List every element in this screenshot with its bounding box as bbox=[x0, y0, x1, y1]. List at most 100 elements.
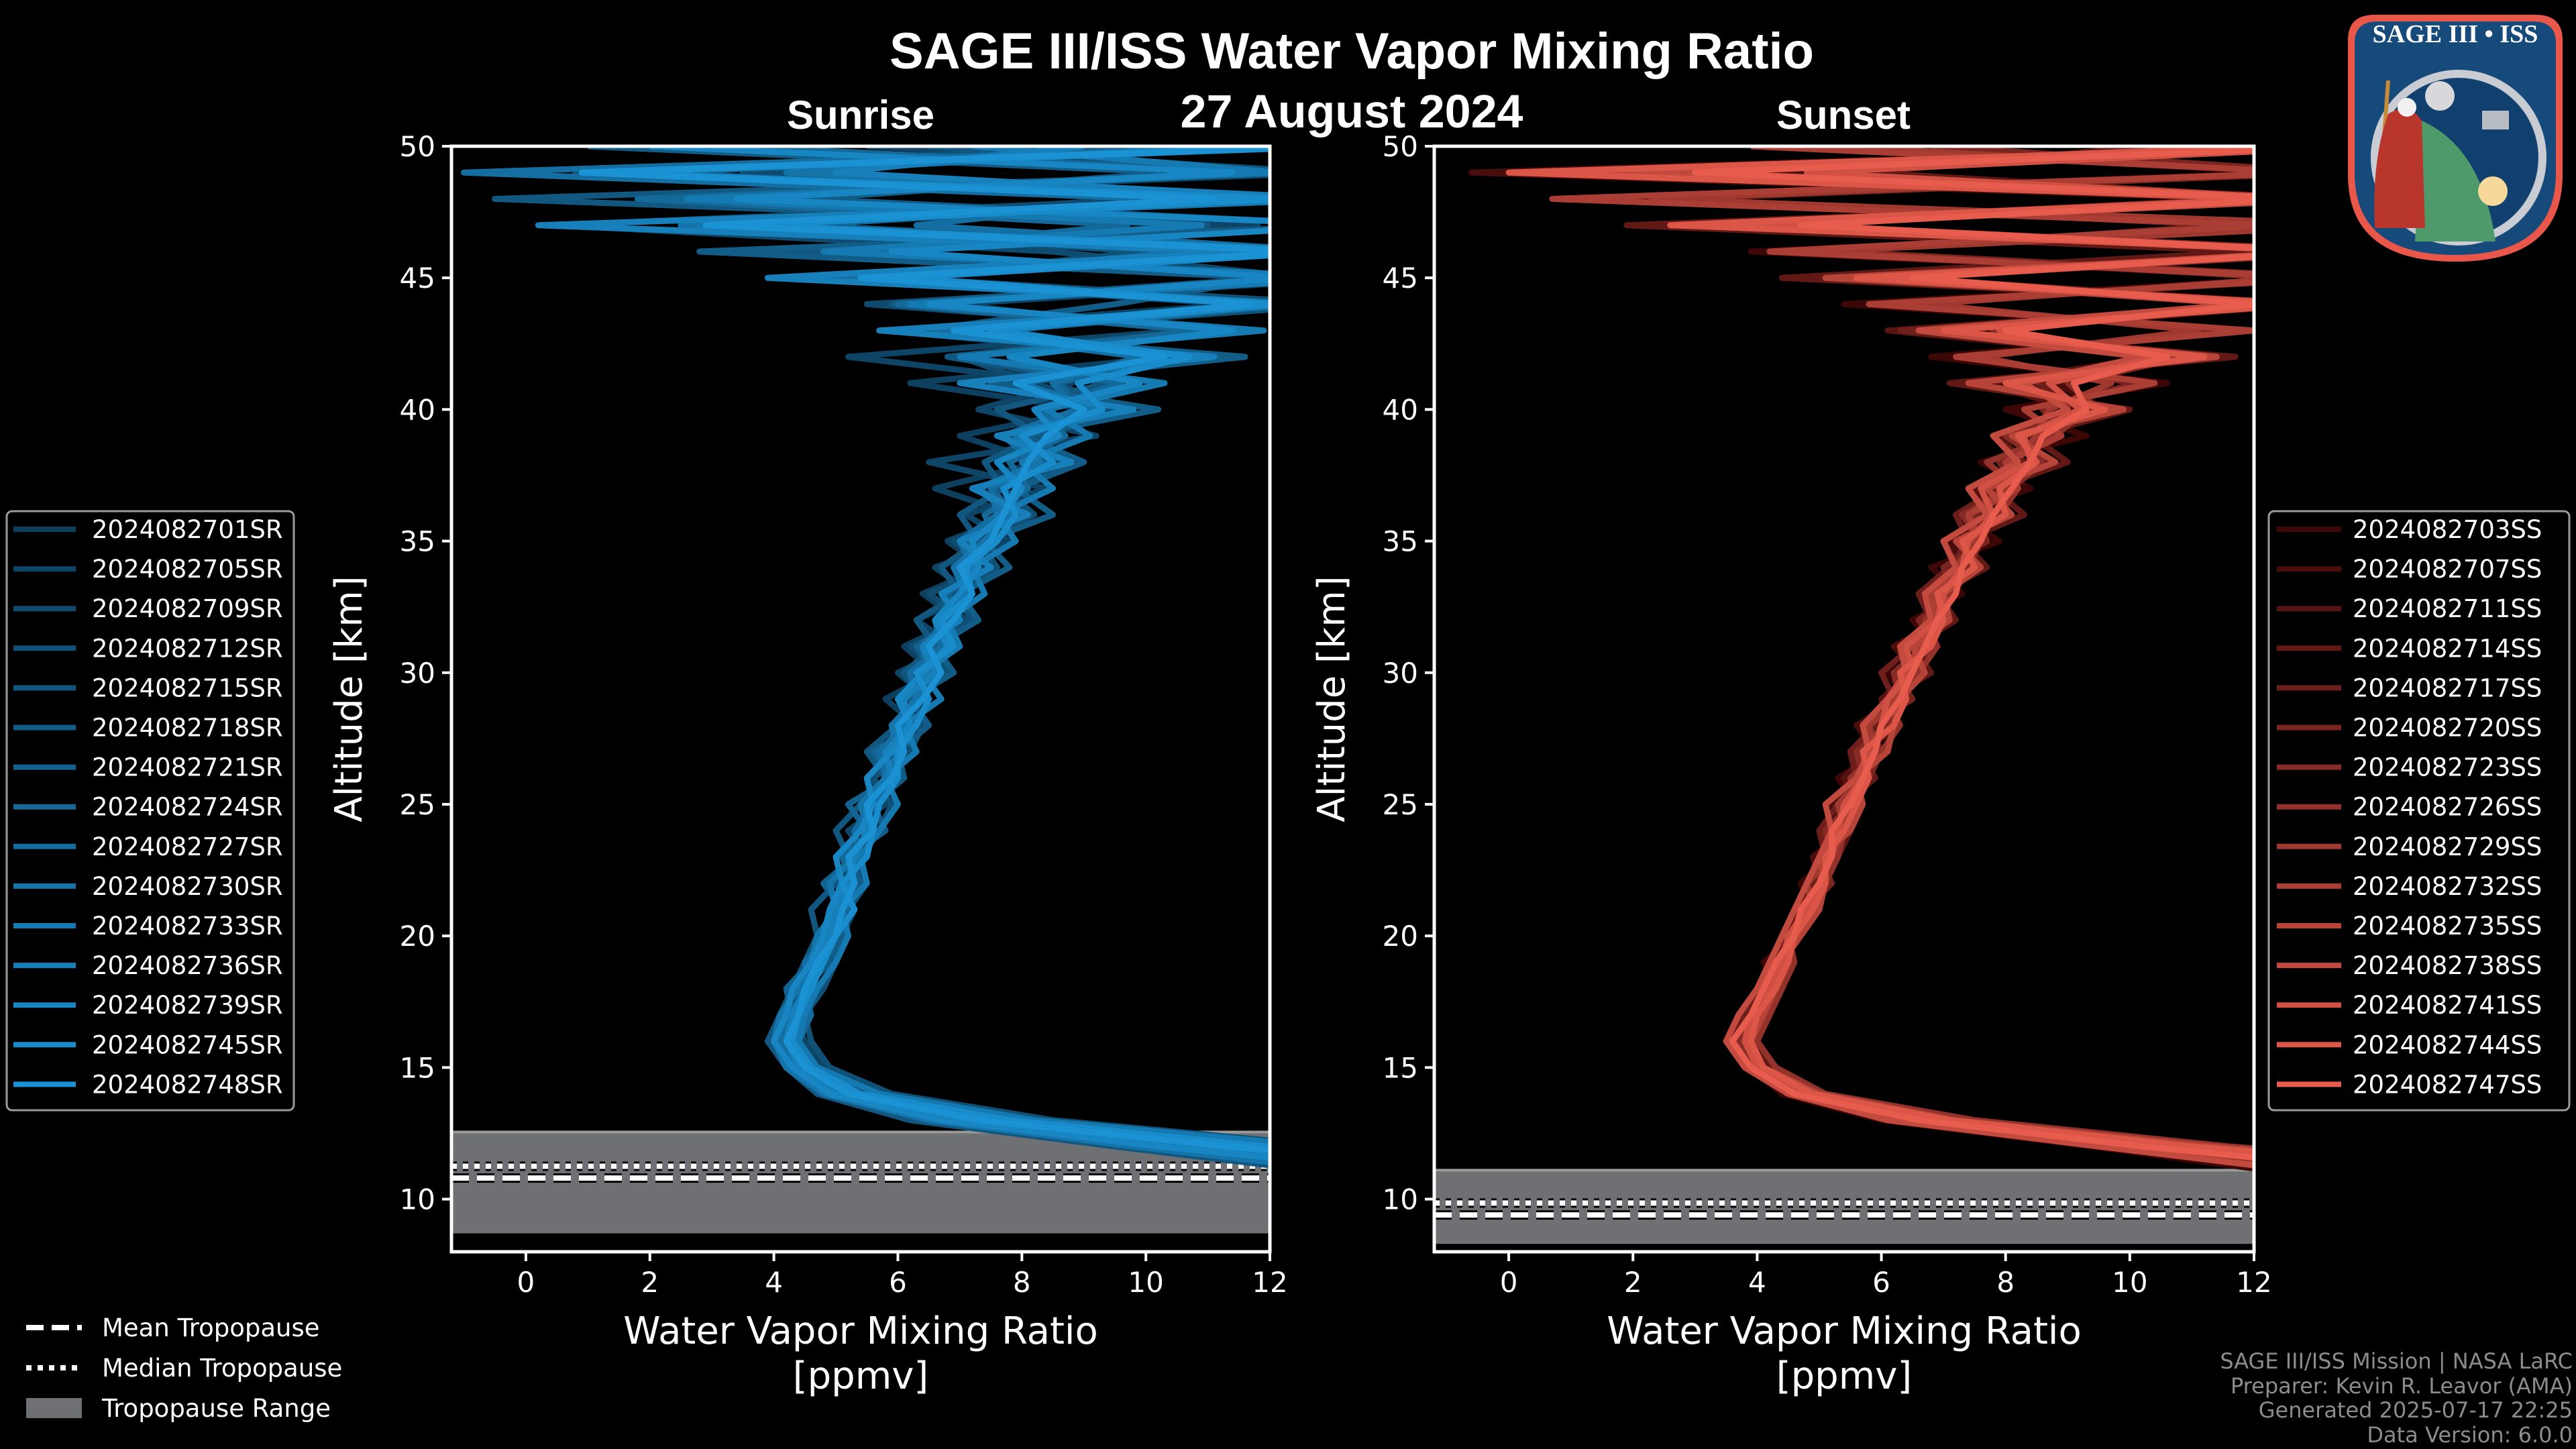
median-tropopause-label: Median Tropopause bbox=[102, 1354, 342, 1383]
legend-label: 2024082724SR bbox=[92, 793, 283, 822]
legend-label: 2024082709SR bbox=[92, 594, 283, 623]
x-tick-label: 12 bbox=[1252, 1266, 1287, 1299]
mean-tropopause-label: Mean Tropopause bbox=[102, 1313, 320, 1342]
legend-label: 2024082748SR bbox=[92, 1070, 283, 1099]
legend-label: 2024082714SS bbox=[2353, 634, 2542, 663]
legend-label: 2024082720SS bbox=[2353, 714, 2542, 743]
profile-line-2024082747SS bbox=[1692, 147, 2254, 1161]
axes-frame bbox=[449, 144, 1272, 1254]
tropopause-range-band bbox=[1434, 1170, 2254, 1244]
credit-generated: Generated 2025-07-17 22:25 bbox=[2259, 1397, 2573, 1423]
legend-label: 2024082705SR bbox=[92, 555, 283, 584]
sunset-subtitle: Sunset bbox=[1776, 93, 1911, 138]
y-tick-label: 25 bbox=[1383, 788, 1418, 821]
legend-label: 2024082747SS bbox=[2353, 1070, 2542, 1099]
plot-background bbox=[451, 146, 1270, 1252]
legend-label: 2024082745SR bbox=[92, 1030, 283, 1059]
tropopause-legend: Mean Tropopause Median Tropopause Tropop… bbox=[26, 1313, 342, 1423]
sunrise-legend-frame bbox=[5, 510, 295, 1112]
y-tick-label: 30 bbox=[1383, 657, 1418, 690]
figure-title: SAGE III/ISS Water Vapor Mixing Ratio bbox=[890, 23, 1814, 80]
x-tick-label: 4 bbox=[1748, 1266, 1766, 1299]
sunset-plot: 0 2 4 6 8 10 12 10 15 20 25 30 35 40 45 50 Water Vapor M… bbox=[1310, 130, 2272, 1398]
legend-label: 2024082723SS bbox=[2353, 753, 2542, 782]
plot-area bbox=[1434, 146, 2254, 1252]
plot-area bbox=[451, 146, 1270, 1252]
sunrise-subtitle: Sunrise bbox=[787, 93, 934, 138]
x-tick-label: 0 bbox=[1500, 1266, 1518, 1299]
y-axis-label: Altitude [km] bbox=[327, 576, 371, 822]
y-tick-label: 25 bbox=[400, 788, 435, 821]
y-tick-label: 45 bbox=[1383, 262, 1418, 294]
x-tick-label: 8 bbox=[1013, 1266, 1031, 1299]
x-axis-unit: [ppmv] bbox=[1776, 1354, 1912, 1398]
profile-line-2024082748SR bbox=[578, 146, 1270, 1154]
legend-label: 2024082717SS bbox=[2353, 674, 2542, 702]
legend-label: 2024082732SS bbox=[2353, 872, 2542, 901]
profile-line-2024082739SR bbox=[649, 146, 1270, 1161]
figure-date: 27 August 2024 bbox=[1181, 85, 1523, 138]
legend-label: 2024082729SS bbox=[2353, 833, 2542, 861]
credit-mission: SAGE III/ISS Mission | NASA LaRC bbox=[2220, 1348, 2573, 1374]
legend-label: 2024082739SR bbox=[92, 991, 283, 1020]
x-tick-label: 8 bbox=[1996, 1266, 2015, 1299]
legend-label: 2024082712SR bbox=[92, 634, 283, 663]
x-tick-label: 6 bbox=[889, 1266, 907, 1299]
x-tick-label: 10 bbox=[2112, 1266, 2147, 1299]
legend-label: 2024082733SR bbox=[92, 912, 283, 941]
y-tick-label: 50 bbox=[1383, 130, 1418, 163]
y-tick-label: 10 bbox=[400, 1183, 435, 1216]
iss-icon bbox=[2482, 111, 2509, 129]
y-tick-label: 30 bbox=[400, 657, 435, 690]
legend-label: 2024082701SR bbox=[92, 515, 283, 544]
x-tick-label: 10 bbox=[1128, 1266, 1163, 1299]
axes-frame bbox=[1432, 144, 2256, 1254]
y-tick-label: 35 bbox=[1383, 525, 1418, 558]
y-tick-label: 40 bbox=[1383, 393, 1418, 426]
sunrise-legend: 2024082701SR 2024082705SR 2024082709SR 2024… bbox=[5, 510, 295, 1112]
tropopause-range-label: Tropopause Range bbox=[101, 1394, 331, 1423]
x-tick-label: 4 bbox=[765, 1266, 783, 1299]
sunset-legend-frame bbox=[2267, 510, 2571, 1112]
y-tick-label: 45 bbox=[400, 262, 435, 294]
sage-iii-iss-logo: SAGE III • ISS bbox=[2348, 15, 2563, 262]
profile-line-2024082745SR bbox=[603, 146, 1270, 1150]
y-tick-label: 40 bbox=[400, 393, 435, 426]
x-axis-label: Water Vapor Mixing Ratio bbox=[623, 1309, 1097, 1353]
x-tick-label: 12 bbox=[2236, 1266, 2271, 1299]
y-tick-label: 15 bbox=[400, 1051, 435, 1084]
legend-label: 2024082735SS bbox=[2353, 912, 2542, 941]
legend-label: 2024082721SR bbox=[92, 753, 283, 782]
credits: SAGE III/ISS Mission | NASA LaRC Prepare… bbox=[2220, 1348, 2573, 1448]
profile-line-2024082744SS bbox=[1505, 146, 2254, 1155]
credit-preparer: Preparer: Kevin R. Leavor (AMA) bbox=[2231, 1373, 2573, 1399]
legend-label: 2024082736SR bbox=[92, 951, 283, 980]
profile-line-2024082736SR bbox=[535, 146, 1270, 1156]
legend-label: 2024082727SR bbox=[92, 833, 283, 861]
y-tick-label: 20 bbox=[400, 920, 435, 953]
y-axis-label: Altitude [km] bbox=[1310, 576, 1354, 822]
legend-label: 2024082730SR bbox=[92, 872, 283, 901]
y-tick-label: 50 bbox=[400, 130, 435, 163]
legend-label: 2024082711SS bbox=[2353, 594, 2542, 623]
x-tick-label: 6 bbox=[1872, 1266, 1890, 1299]
legend-label: 2024082715SR bbox=[92, 674, 283, 702]
x-tick-label: 2 bbox=[641, 1266, 659, 1299]
legend-label: 2024082744SS bbox=[2353, 1030, 2542, 1059]
y-tick-label: 20 bbox=[1383, 920, 1418, 953]
wizard-figure bbox=[2374, 109, 2425, 228]
profile-line-2024082741SS bbox=[1723, 148, 2254, 1159]
legend-label: 2024082718SR bbox=[92, 714, 283, 743]
legend-label: 2024082726SS bbox=[2353, 793, 2542, 822]
logo-title: SAGE III • ISS bbox=[2373, 20, 2538, 48]
x-axis-unit: [ppmv] bbox=[793, 1354, 928, 1398]
tropopause-range-swatch bbox=[26, 1398, 82, 1418]
moon-icon bbox=[2425, 81, 2455, 111]
sun-icon bbox=[2478, 176, 2508, 206]
credit-data-version: Data Version: 6.0.0 bbox=[2367, 1422, 2573, 1448]
plot-background bbox=[1434, 146, 2254, 1252]
x-tick-label: 2 bbox=[1624, 1266, 1642, 1299]
legend-label: 2024082741SS bbox=[2353, 991, 2542, 1020]
x-tick-label: 0 bbox=[517, 1266, 535, 1299]
